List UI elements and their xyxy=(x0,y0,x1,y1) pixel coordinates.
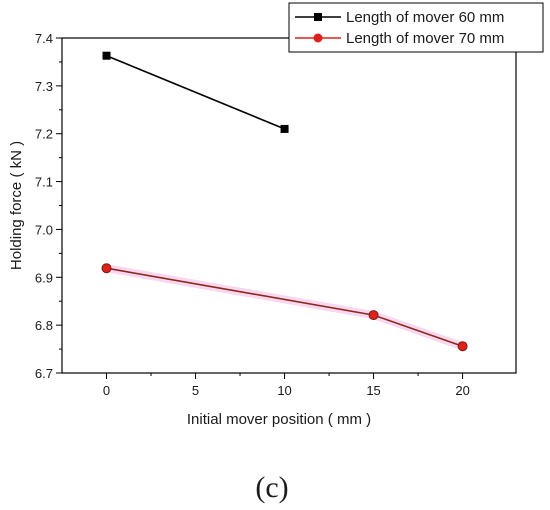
x-tick-label: 5 xyxy=(192,383,199,398)
x-tick-label: 0 xyxy=(103,383,110,398)
y-tick-label: 7.3 xyxy=(35,79,53,94)
legend-box xyxy=(288,2,544,53)
x-tick-label: 10 xyxy=(277,383,291,398)
series-line xyxy=(106,54,285,130)
legend: Length of mover 60 mm Length of mover 70 … xyxy=(288,2,544,53)
legend-marker xyxy=(313,33,323,43)
x-axis-title: Initial mover position ( mm ) xyxy=(187,411,371,428)
y-tick-label: 7.4 xyxy=(35,31,53,46)
data-point xyxy=(102,51,111,60)
legend-label: Length of mover 70 mm xyxy=(346,30,504,47)
ticks-layer: 0 5 10 15 20 6.7 6.8 6.9 7.0 7.1 7.2 7.3 7.4 xyxy=(35,31,470,398)
data-point xyxy=(101,263,112,274)
y-tick-label: 7.0 xyxy=(35,222,53,237)
data-point xyxy=(280,124,289,133)
data-point xyxy=(457,341,468,352)
series-layer xyxy=(101,51,468,352)
legend-marker xyxy=(314,13,322,21)
y-tick-label: 6.8 xyxy=(35,318,53,333)
y-tick-label: 7.2 xyxy=(35,127,53,142)
panel-label: (c) xyxy=(255,471,288,504)
y-axis-title: Holding force ( kN ) xyxy=(8,141,25,270)
y-tick-label: 6.7 xyxy=(35,366,53,381)
x-tick-label: 20 xyxy=(455,383,469,398)
x-tick-label: 15 xyxy=(366,383,380,398)
plot-frame xyxy=(61,37,517,374)
y-tick-label: 7.1 xyxy=(35,175,53,190)
y-tick-label: 6.9 xyxy=(35,270,53,285)
series-1 xyxy=(102,51,289,133)
data-point xyxy=(368,310,379,321)
series-line-halo xyxy=(105,264,464,350)
legend-label: Length of mover 60 mm xyxy=(346,9,504,26)
series-2 xyxy=(101,263,468,352)
